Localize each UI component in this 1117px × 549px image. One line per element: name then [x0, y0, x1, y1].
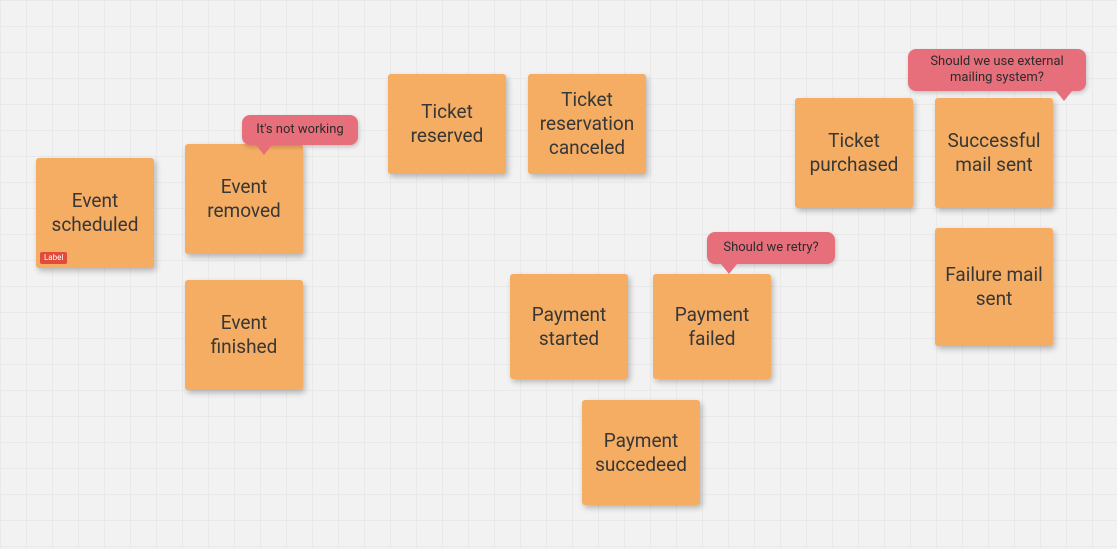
- comment-retry[interactable]: Should we retry?: [707, 232, 835, 264]
- sticky-failure-mail-sent[interactable]: Failure mail sent: [935, 228, 1053, 346]
- comment-external-mail[interactable]: Should we use external mailing system?: [908, 49, 1086, 91]
- sticky-label: Ticket reserved: [396, 100, 498, 148]
- speech-tail-icon: [256, 145, 272, 155]
- comment-label: Should we retry?: [723, 240, 818, 256]
- sticky-label: Failure mail sent: [943, 263, 1045, 311]
- sticky-label: Payment succedeed: [590, 429, 692, 477]
- sticky-label: Ticket purchased: [803, 129, 905, 177]
- speech-tail-icon: [1056, 91, 1072, 101]
- comment-label: It's not working: [256, 122, 343, 138]
- sticky-payment-failed[interactable]: Payment failed: [653, 274, 771, 379]
- sticky-payment-succeeded[interactable]: Payment succedeed: [582, 400, 700, 505]
- sticky-label: Payment failed: [661, 303, 763, 351]
- sticky-successful-mail-sent[interactable]: Successful mail sent: [935, 98, 1053, 208]
- sticky-label: Successful mail sent: [943, 129, 1045, 177]
- sticky-label: Event finished: [193, 311, 295, 359]
- sticky-ticket-reserved[interactable]: Ticket reserved: [388, 74, 506, 174]
- sticky-payment-started[interactable]: Payment started: [510, 274, 628, 379]
- sticky-ticket-purchased[interactable]: Ticket purchased: [795, 98, 913, 208]
- sticky-badge: Label: [40, 252, 67, 264]
- sticky-ticket-res-canceled[interactable]: Ticket reservation canceled: [528, 74, 646, 174]
- speech-tail-icon: [721, 264, 737, 274]
- whiteboard-canvas[interactable]: Event scheduled Label Event removed Event f…: [0, 0, 1117, 549]
- comment-label: Should we use external mailing system?: [920, 54, 1074, 85]
- sticky-label: Ticket reservation canceled: [536, 88, 638, 159]
- comment-not-working[interactable]: It's not working: [242, 115, 358, 145]
- sticky-label: Event removed: [193, 175, 295, 223]
- sticky-label: Event scheduled: [44, 189, 146, 237]
- sticky-event-removed[interactable]: Event removed: [185, 144, 303, 254]
- sticky-event-finished[interactable]: Event finished: [185, 280, 303, 390]
- sticky-event-scheduled[interactable]: Event scheduled Label: [36, 158, 154, 268]
- sticky-label: Payment started: [518, 303, 620, 351]
